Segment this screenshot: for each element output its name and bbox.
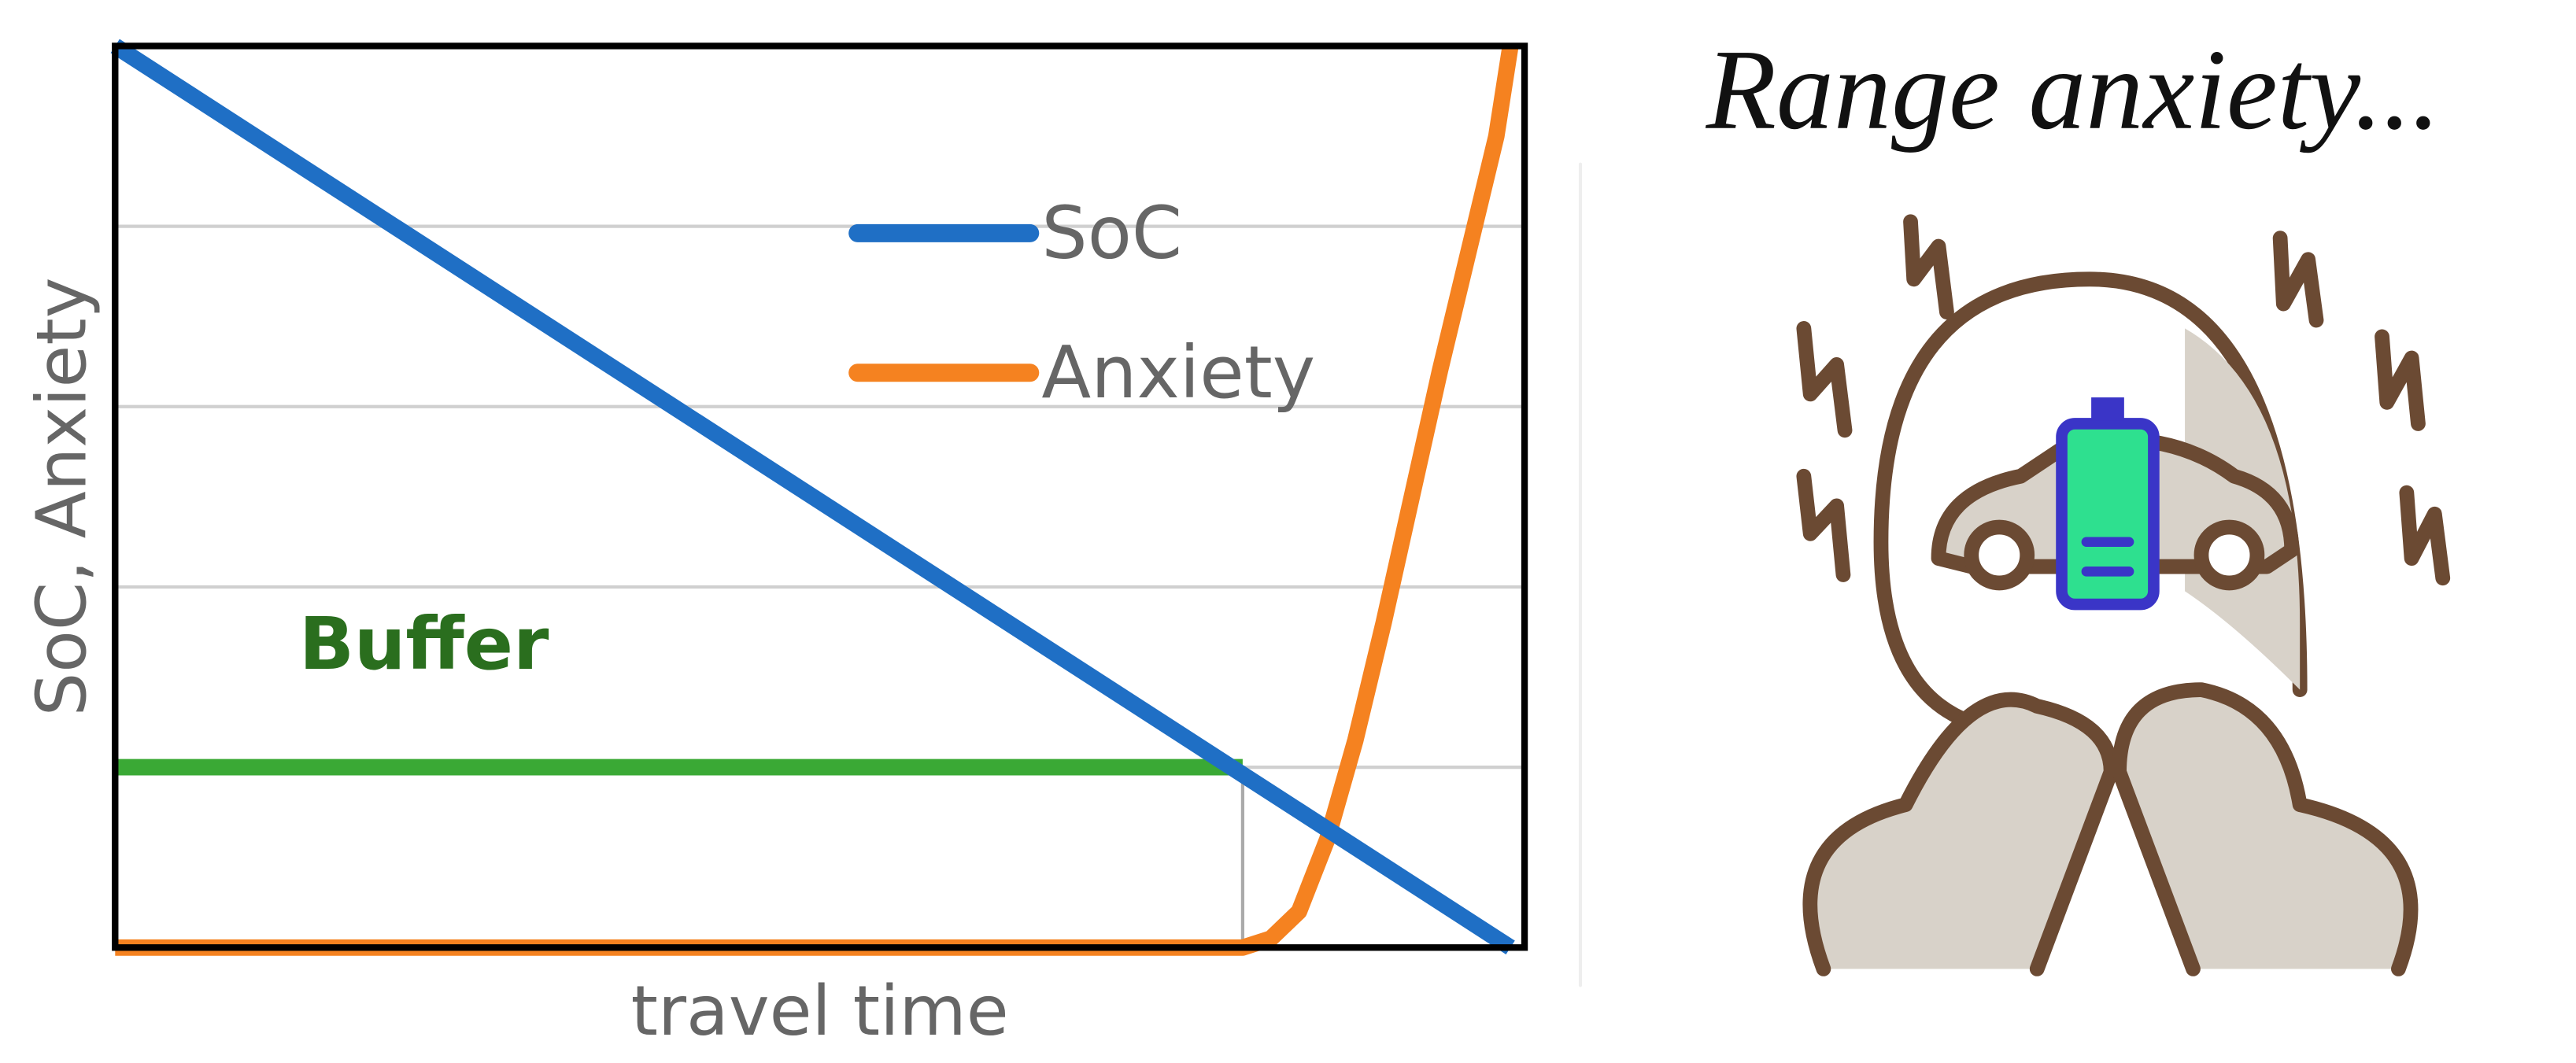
battery-cap (2091, 397, 2124, 421)
y-axis-label: SoC, Anxiety (22, 277, 102, 716)
illustration-caption: Range anxiety... (1706, 26, 2441, 153)
battery (2056, 418, 2160, 611)
chart: Buffer SoC Anxiety travel time SoC, Anxiety (22, 39, 1528, 1051)
legend-label: Anxiety (1041, 330, 1315, 415)
series-line (110, 39, 1515, 955)
zigzag (1903, 214, 1954, 319)
wheel (2193, 519, 2265, 591)
zigzag (2399, 485, 2451, 586)
legend-label: SoC (1041, 191, 1182, 275)
zigzag (2375, 329, 2426, 431)
illustration (1578, 162, 2451, 987)
annotation-label: Buffer (299, 602, 549, 686)
zigzag (1796, 468, 1851, 582)
hand-right (2112, 682, 2419, 976)
wheel (1964, 519, 2035, 591)
zigzag (1796, 321, 1853, 438)
hand-left (1802, 692, 2119, 976)
zigzag (2272, 231, 2324, 328)
plot-frame (112, 42, 1528, 951)
x-axis-label: travel time (631, 971, 1009, 1051)
